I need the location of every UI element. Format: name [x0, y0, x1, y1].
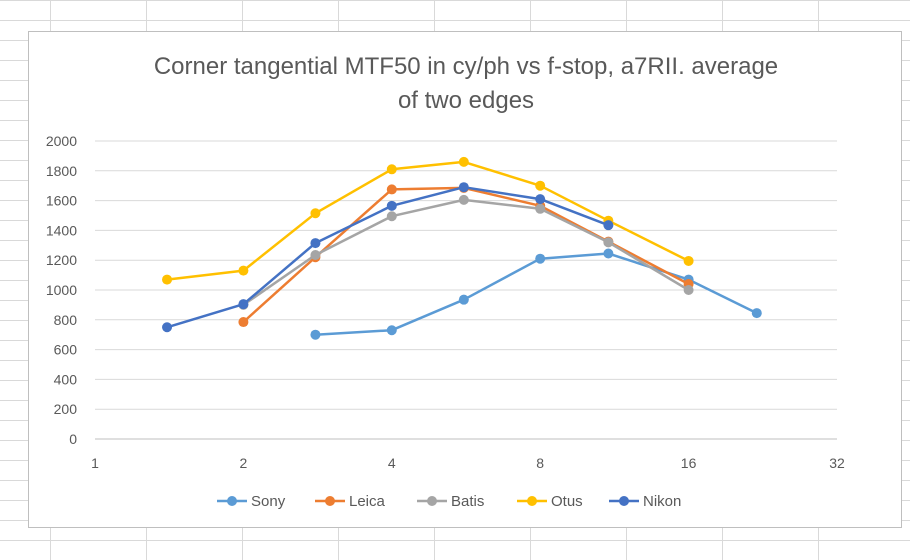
legend-marker-nikon	[619, 496, 629, 506]
legend-marker-sony	[227, 496, 237, 506]
data-point-nikon	[386, 200, 397, 211]
legend-label-batis: Batis	[451, 493, 484, 510]
data-point-otus	[162, 274, 173, 285]
x-tick-label: 16	[681, 455, 697, 471]
y-tick-label: 1400	[46, 222, 77, 238]
data-point-nikon	[238, 299, 249, 310]
legend-label-sony: Sony	[251, 493, 286, 510]
y-tick-label: 800	[54, 312, 78, 328]
legend-marker-leica	[325, 496, 335, 506]
y-tick-label: 1000	[46, 282, 77, 298]
x-tick-label: 8	[536, 455, 544, 471]
y-tick-label: 400	[54, 371, 78, 387]
chart-area[interactable]: Corner tangential MTF50 in cy/ph vs f-st…	[28, 31, 902, 528]
data-point-batis	[386, 211, 397, 222]
x-tick-label: 4	[388, 455, 396, 471]
data-point-batis	[310, 249, 321, 260]
series-line-otus	[166, 160, 690, 281]
series-line-batis	[242, 198, 690, 306]
data-point-sony	[458, 294, 469, 305]
data-point-otus	[683, 255, 694, 266]
legend-marker-batis	[427, 496, 437, 506]
data-point-leica	[386, 184, 397, 195]
x-tick-label: 32	[829, 455, 845, 471]
data-point-nikon	[535, 194, 546, 205]
data-point-batis	[683, 285, 694, 295]
x-tick-label: 1	[91, 455, 99, 471]
chart-title: Corner tangential MTF50 in cy/ph vs f-st…	[29, 50, 903, 118]
data-point-batis	[603, 237, 614, 248]
data-point-sony	[751, 308, 762, 319]
data-point-otus	[535, 180, 546, 191]
data-point-otus	[238, 265, 249, 276]
y-tick-label: 0	[69, 431, 77, 447]
data-point-sony	[310, 329, 321, 340]
data-point-nikon	[458, 182, 469, 193]
data-point-batis	[458, 194, 469, 205]
data-point-otus	[310, 208, 321, 219]
data-point-sony	[535, 253, 546, 264]
data-point-leica	[238, 317, 249, 328]
y-tick-label: 600	[54, 342, 78, 358]
data-point-otus	[458, 156, 469, 167]
data-point-otus	[386, 164, 397, 175]
legend-marker-otus	[527, 496, 537, 506]
data-point-batis	[535, 203, 546, 214]
chart-title-line-1: Corner tangential MTF50 in cy/ph vs f-st…	[153, 53, 779, 80]
legend-label-otus: Otus	[551, 493, 583, 510]
y-tick-label: 2000	[46, 133, 77, 149]
chart-title-line-2: of two edges	[397, 87, 535, 114]
y-tick-label: 1600	[46, 193, 77, 209]
data-point-sony	[603, 248, 614, 259]
y-tick-label: 1800	[46, 163, 77, 179]
data-point-nikon	[603, 220, 614, 231]
data-point-sony	[386, 325, 397, 336]
y-tick-label: 200	[54, 401, 78, 417]
line-chart: 0 200 400 600 800 1000 1200 1400 1600 1800 2000 1 2 4…	[46, 133, 845, 510]
legend-label-nikon: Nikon	[643, 493, 681, 510]
data-point-nikon	[162, 322, 173, 333]
y-tick-label: 1200	[46, 252, 77, 268]
data-point-nikon	[310, 238, 321, 249]
x-tick-label: 2	[240, 455, 248, 471]
legend-label-leica: Leica	[349, 493, 386, 510]
